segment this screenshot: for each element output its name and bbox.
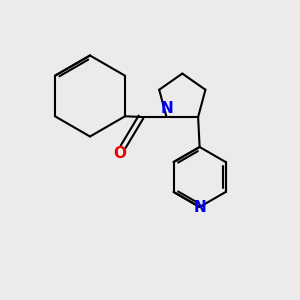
Text: N: N xyxy=(193,200,206,215)
Text: O: O xyxy=(113,146,127,160)
Text: N: N xyxy=(161,101,173,116)
